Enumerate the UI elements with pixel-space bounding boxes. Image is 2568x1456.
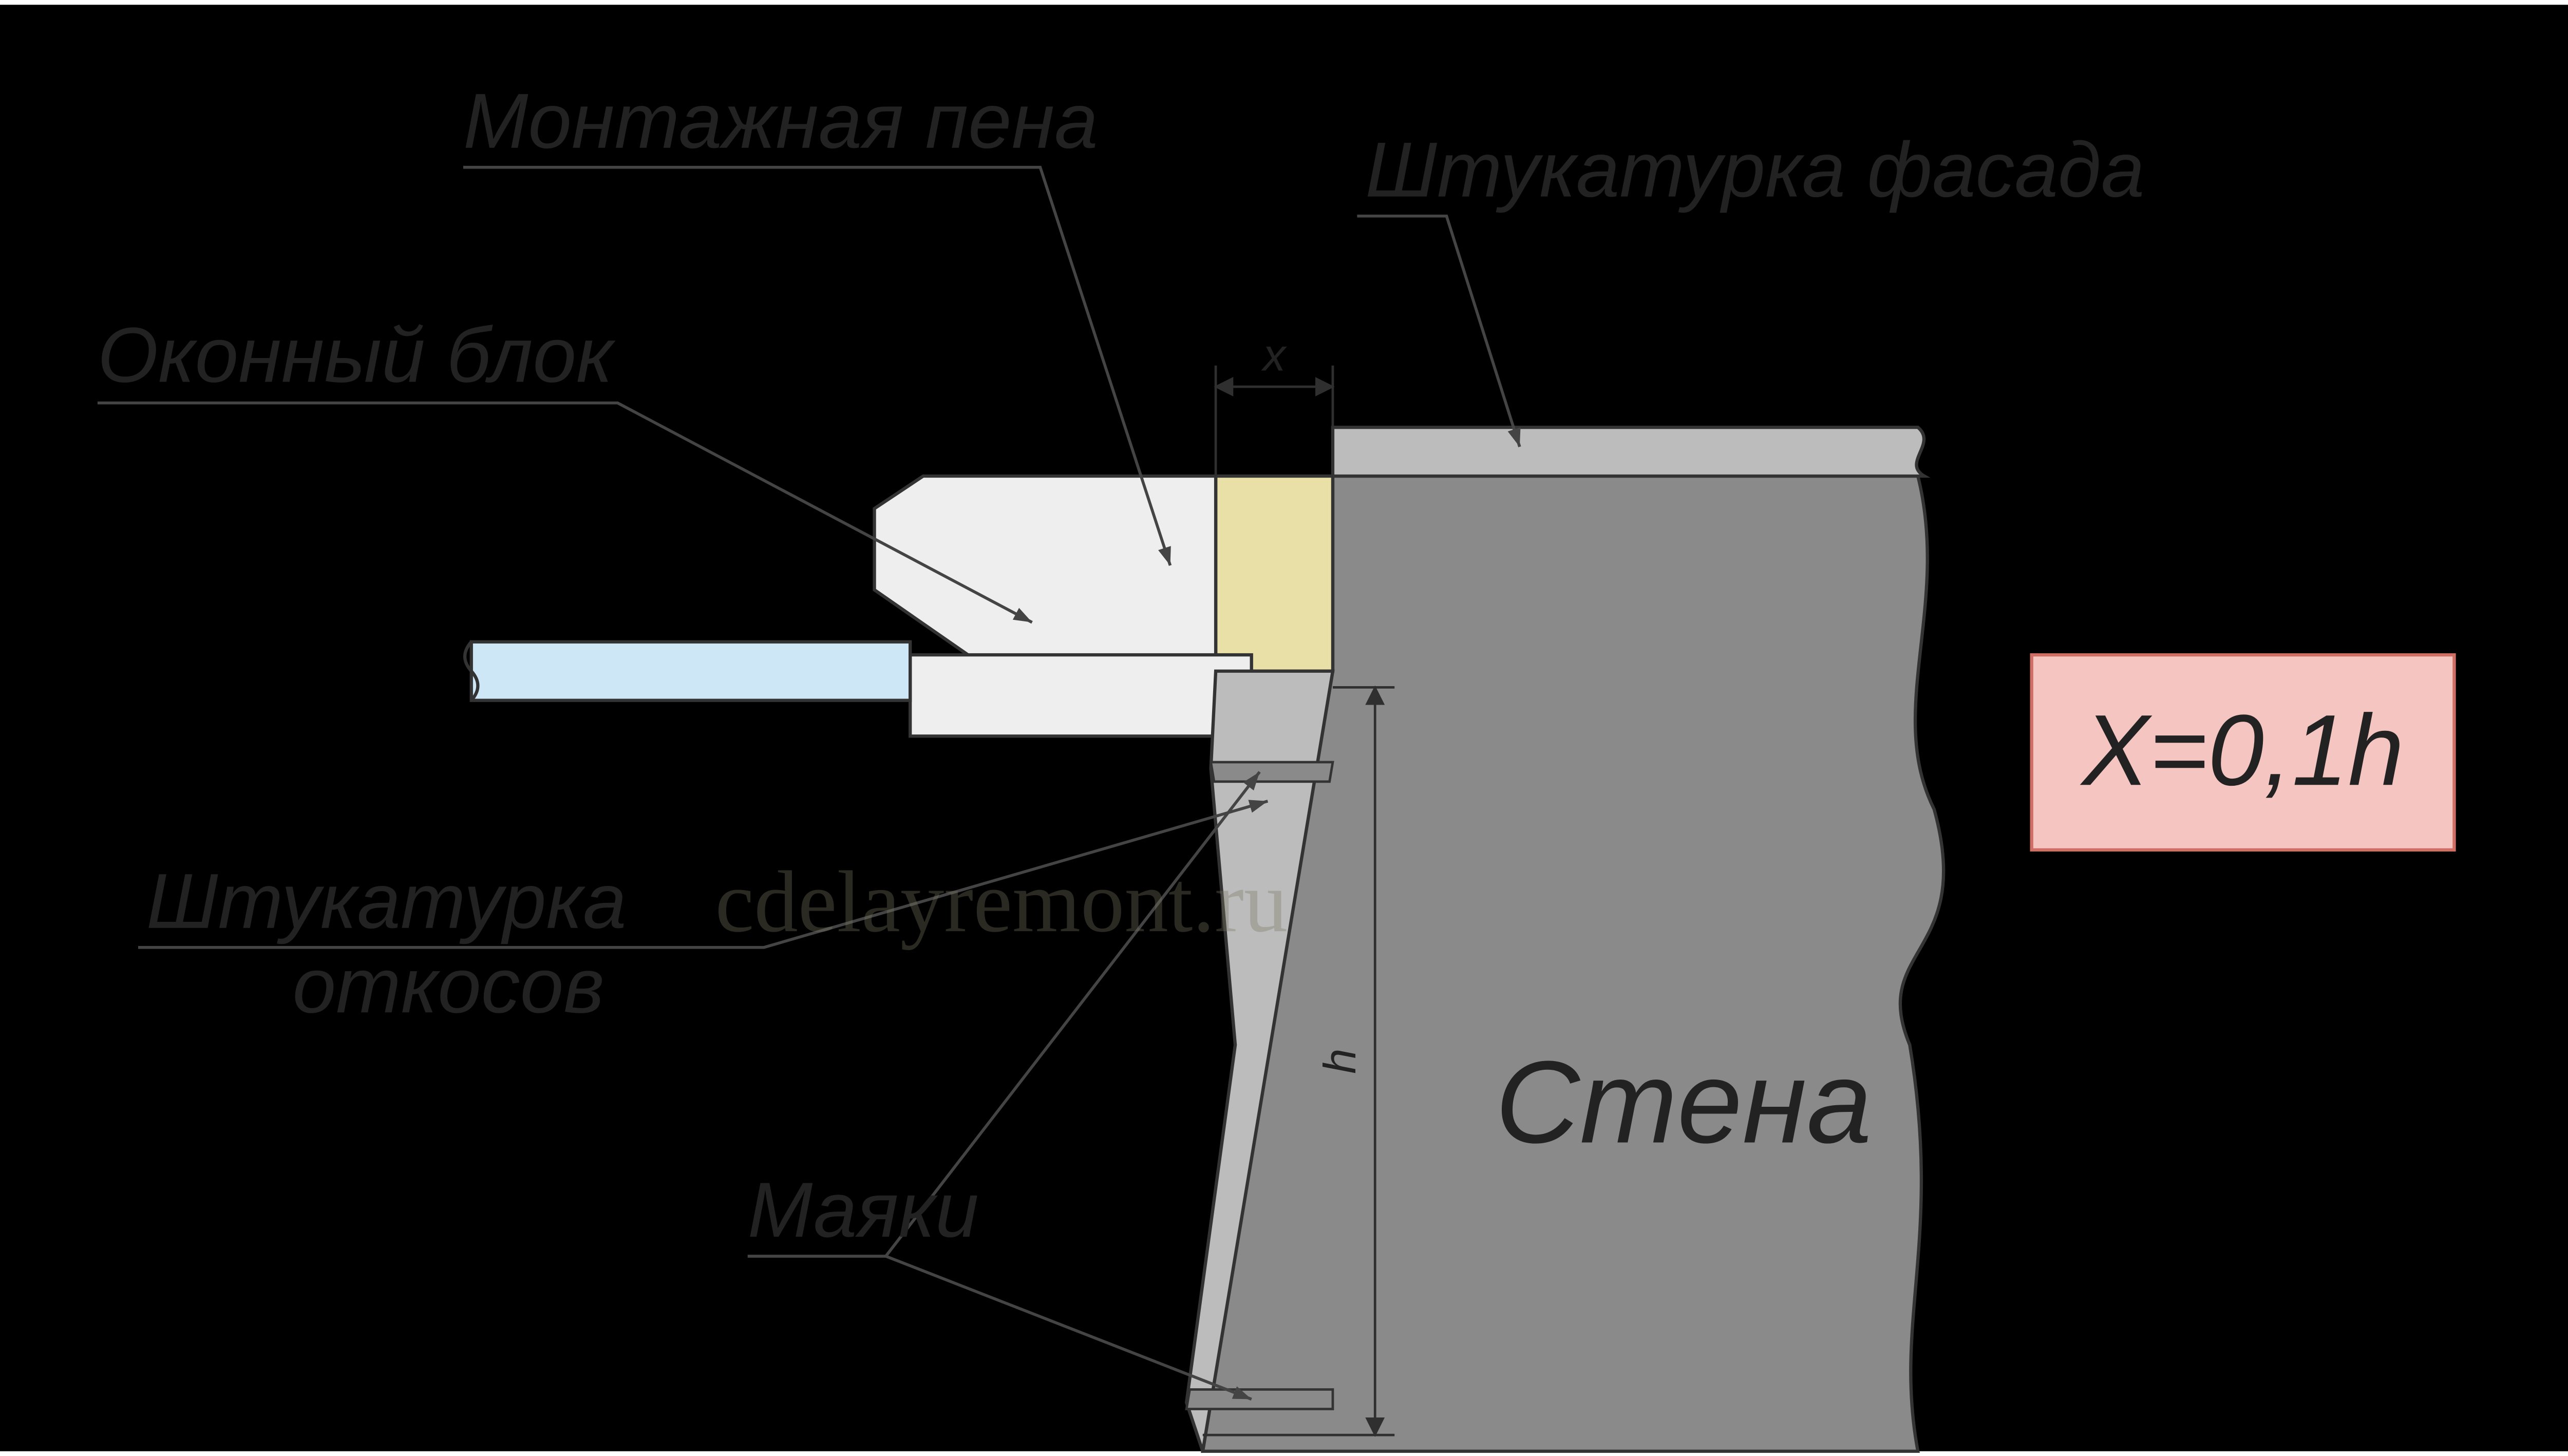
glass-pane — [471, 642, 910, 701]
dim-x-label: x — [1261, 329, 1287, 380]
label-facade-plaster: Штукатурка фасада — [1365, 126, 2144, 214]
facade-plaster-region — [1333, 427, 1924, 476]
label-wall: Стена — [1495, 1037, 1872, 1167]
window-frame-lower — [910, 655, 1252, 736]
mounting-foam-region — [1216, 476, 1333, 671]
beacon-top — [1211, 762, 1333, 782]
watermark-text: cdelayremont.ru — [715, 853, 1288, 951]
formula-text: X=0,1h — [2080, 693, 2404, 806]
label-reveal-plaster-1: Штукатурка — [146, 858, 627, 945]
label-beacons: Маяки — [748, 1166, 979, 1254]
dim-h-label: h — [1314, 1049, 1365, 1074]
window-reveal-cross-section-diagram: x h Монтажная пена Штукатурка фасада Оконный… — [0, 0, 2568, 1456]
label-window-block: Оконный блок — [98, 311, 616, 399]
beacon-bottom — [1186, 1389, 1333, 1409]
label-foam: Монтажная пена — [463, 78, 1098, 165]
label-reveal-plaster-2: откосов — [293, 942, 605, 1029]
